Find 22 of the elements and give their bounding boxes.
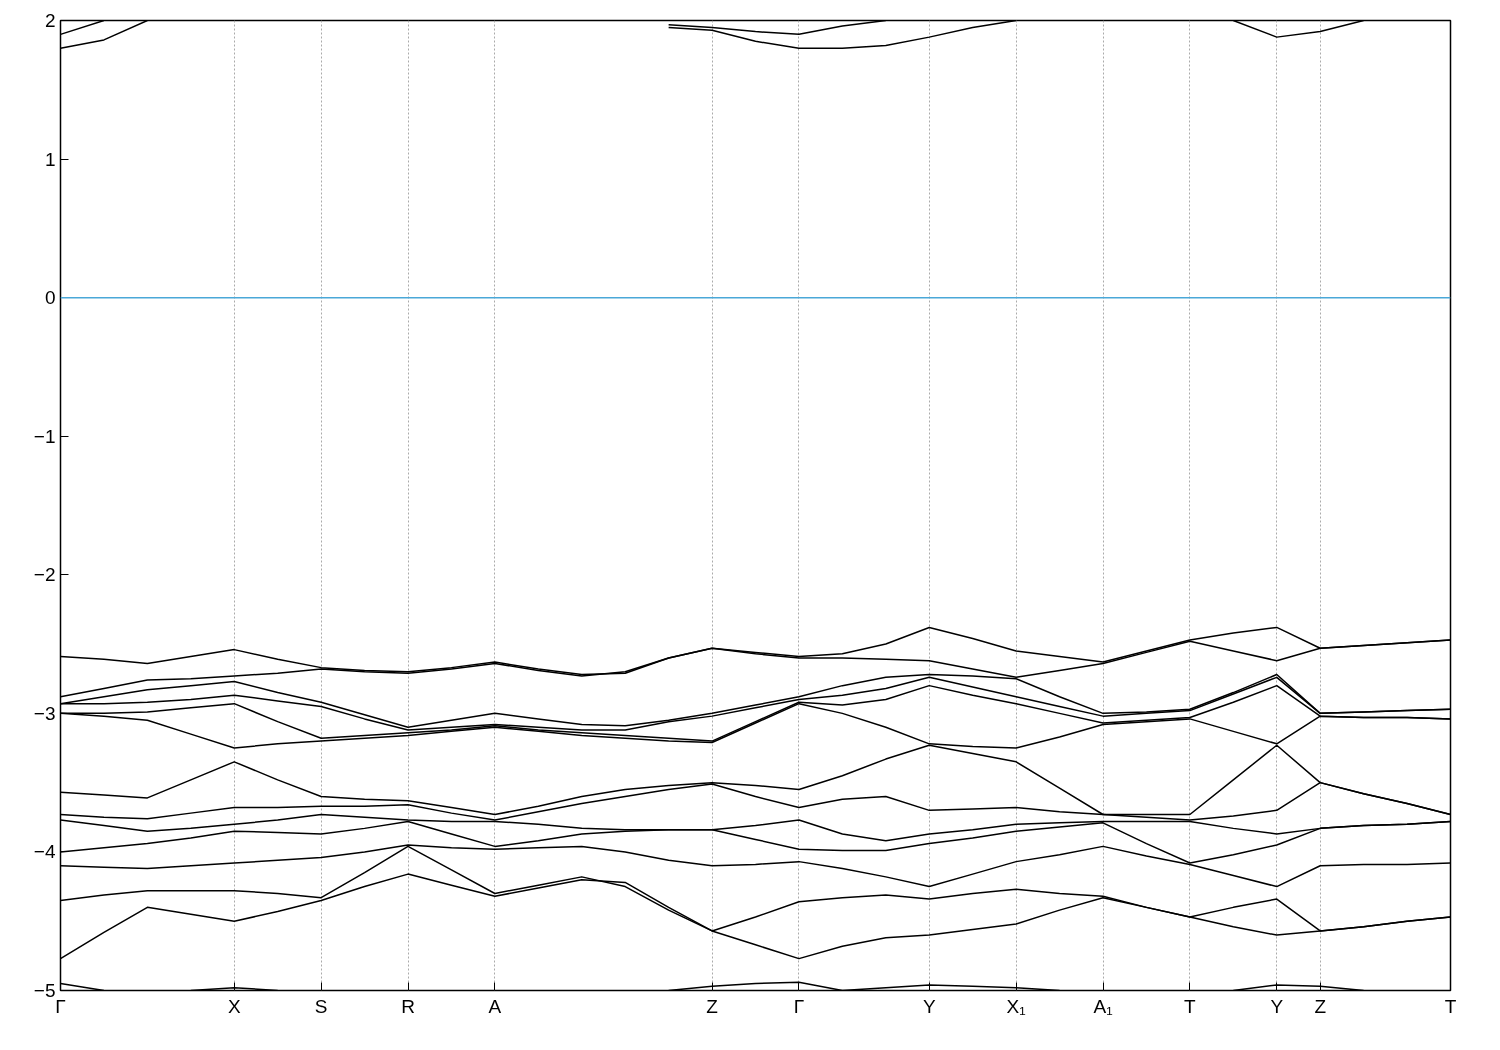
y-tick-label: 0 [44, 287, 56, 309]
x-tick-label: Y [922, 995, 936, 1017]
x-tick-label: R [401, 995, 415, 1017]
y-tick-label: 1 [44, 148, 56, 170]
x-tick-label: T [1184, 995, 1197, 1017]
y-tick-label: −4 [33, 841, 56, 863]
x-tick-label: Z [706, 995, 719, 1017]
y-tick-label: −3 [33, 702, 56, 724]
y-tick-label: 2 [44, 10, 56, 31]
x-tick-label: A₁ [1093, 995, 1113, 1017]
x-tick-label: X₁ [1006, 995, 1026, 1017]
x-tick-label: Z [1314, 995, 1327, 1017]
x-tick-label: Y [1270, 995, 1284, 1017]
x-tick-label: A [488, 995, 502, 1017]
x-tick-label: S [314, 995, 328, 1017]
x-tick-label: X [227, 995, 241, 1017]
x-tick-label: Γ [793, 995, 805, 1017]
y-tick-label: −5 [33, 980, 56, 1001]
x-tick-label: Γ [55, 995, 66, 1017]
y-tick-label: −1 [33, 425, 56, 447]
x-tick-label: T [1444, 995, 1457, 1017]
y-tick-label: −2 [33, 564, 56, 586]
